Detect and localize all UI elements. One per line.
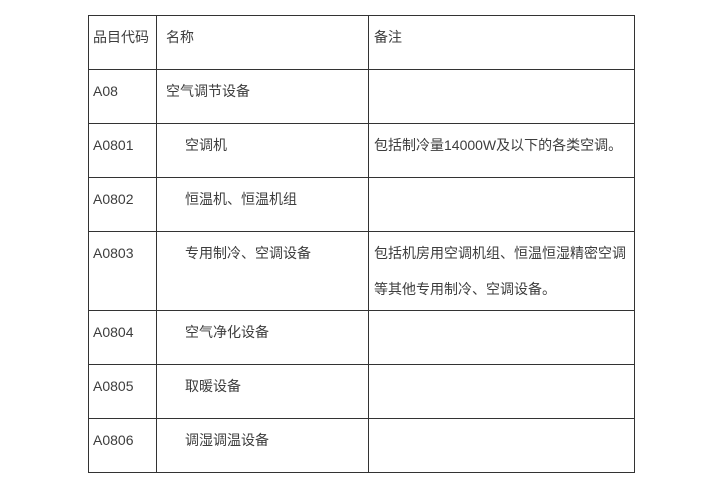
name-cell: 恒温机、恒温机组	[156, 177, 369, 232]
header-row: 品目代码 名称 备注	[88, 15, 635, 70]
name-cell: 取暖设备	[156, 364, 369, 419]
col-header-remark: 备注	[368, 15, 635, 70]
col-header-name: 名称	[156, 15, 369, 70]
remark-cell: 包括机房用空调机组、恒温恒湿精密空调等其他专用制冷、空调设备。	[368, 231, 635, 311]
code-cell: A0801	[88, 123, 157, 178]
remark-cell	[368, 310, 635, 365]
code-cell: A08	[88, 69, 157, 124]
table-row: A0801 空调机 包括制冷量14000W及以下的各类空调。	[88, 123, 635, 178]
table-body: A08 空气调节设备 A0801 空调机 包括制冷量14000W及以下的各类空调。 A08…	[88, 69, 635, 473]
name-cell: 专用制冷、空调设备	[156, 231, 369, 311]
remark-cell: 包括制冷量14000W及以下的各类空调。	[368, 123, 635, 178]
table-row: A08 空气调节设备	[88, 69, 635, 124]
name-cell: 空调机	[156, 123, 369, 178]
table-row: A0803 专用制冷、空调设备 包括机房用空调机组、恒温恒湿精密空调等其他专用制冷、…	[88, 231, 635, 311]
table-row: A0802 恒温机、恒温机组	[88, 177, 635, 232]
name-cell: 空气调节设备	[156, 69, 369, 124]
table-row: A0804 空气净化设备	[88, 310, 635, 365]
code-cell: A0802	[88, 177, 157, 232]
name-cell: 调湿调温设备	[156, 418, 369, 473]
remark-cell	[368, 177, 635, 232]
code-cell: A0806	[88, 418, 157, 473]
code-cell: A0803	[88, 231, 157, 311]
name-cell: 空气净化设备	[156, 310, 369, 365]
item-code-table: 品目代码 名称 备注 A08 空气调节设备 A0801 空调机 包括制冷量14000W及…	[88, 15, 635, 473]
col-header-item-code: 品目代码	[88, 15, 157, 70]
table-row: A0805 取暖设备	[88, 364, 635, 419]
code-cell: A0805	[88, 364, 157, 419]
remark-cell	[368, 418, 635, 473]
remark-cell	[368, 69, 635, 124]
remark-cell	[368, 364, 635, 419]
table-header: 品目代码 名称 备注	[88, 15, 635, 70]
table-row: A0806 调湿调温设备	[88, 418, 635, 473]
code-cell: A0804	[88, 310, 157, 365]
